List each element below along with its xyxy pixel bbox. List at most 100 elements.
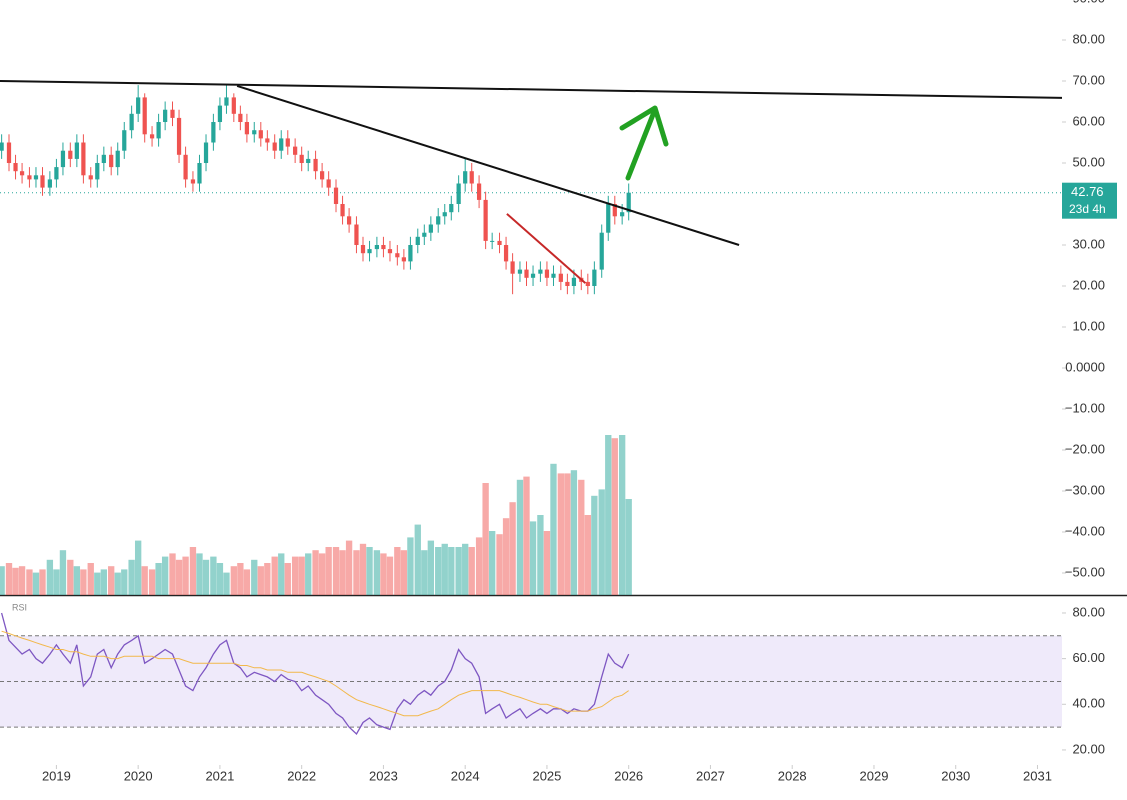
candle-body [142, 97, 147, 135]
candle-body [585, 281, 590, 287]
volume-bar [67, 559, 74, 595]
volume-bar [318, 553, 326, 595]
volume-bar [543, 531, 551, 595]
candle-body [476, 183, 482, 200]
candle-body [231, 97, 236, 114]
volume-bar [257, 566, 264, 595]
volume-bar [182, 556, 189, 595]
candle-body [360, 245, 366, 254]
volume-bar [278, 553, 285, 595]
volume-bar [114, 572, 121, 595]
candle-body [176, 117, 182, 155]
candle-body [620, 212, 625, 217]
candle-body [544, 269, 550, 278]
volume-bar [305, 553, 312, 595]
candle-body [47, 179, 52, 188]
candle-body [129, 113, 134, 131]
volume-bar [373, 550, 381, 595]
volume-bar [359, 543, 367, 595]
y-tick-label: 0.0000 [1065, 359, 1105, 374]
candle-body [95, 163, 100, 180]
volume-bar [5, 563, 13, 595]
candle-body [299, 154, 304, 164]
x-tick-label: 2020 [124, 768, 153, 783]
volume-bar [482, 483, 489, 595]
candle-body [401, 257, 406, 262]
volume-bar [0, 566, 5, 595]
volume-bar [210, 556, 217, 595]
candle-body [463, 171, 468, 184]
y-tick-label: 70.00 [1072, 72, 1105, 87]
y-tick-label: 60.00 [1072, 650, 1105, 665]
y-tick-label: 20.00 [1072, 277, 1105, 292]
candle-body [272, 142, 277, 151]
volume-bar [18, 566, 26, 595]
volume-bar [462, 543, 469, 595]
x-tick-label: 2028 [778, 768, 807, 783]
volume-bar [271, 556, 278, 595]
candle-body [320, 171, 325, 180]
x-tick-label: 2025 [532, 768, 561, 783]
y-tick-label: −40.00 [1065, 523, 1105, 538]
candle-body [524, 269, 529, 278]
volume-bar [502, 518, 510, 595]
candle-body [211, 122, 216, 143]
volume-bar [537, 515, 544, 595]
volume-bar [557, 473, 565, 595]
volume-bar [46, 559, 54, 595]
candle-body [483, 199, 488, 241]
candle-body [422, 232, 427, 237]
candle-body [6, 142, 12, 164]
x-tick-label: 2023 [369, 768, 398, 783]
candle-body [428, 224, 433, 233]
volume-bar [394, 547, 401, 595]
candle-body [170, 109, 175, 118]
volume-bar [386, 556, 394, 595]
trend-line [0, 80, 1063, 99]
volume-bar [455, 547, 462, 595]
x-tick-label: 2022 [287, 768, 316, 783]
arrow-head [619, 105, 669, 147]
y-tick-label: 90.00 [1072, 0, 1105, 5]
y-tick-label: 30.00 [1072, 236, 1105, 251]
candle-body [224, 97, 229, 106]
rsi-line [1, 630, 629, 717]
volume-bar [345, 540, 353, 595]
candle-body [367, 249, 372, 254]
volume-bar [108, 566, 115, 595]
volume-bar [598, 489, 605, 595]
volume-bar [435, 547, 442, 595]
candle-body [510, 261, 515, 274]
candle-body [558, 273, 563, 282]
volume-bar [523, 476, 530, 595]
y-tick-label: −20.00 [1065, 441, 1105, 456]
last-price-label: 42.76 [1071, 184, 1104, 199]
y-tick-label: −10.00 [1065, 400, 1105, 415]
volume-bar [141, 566, 148, 595]
candle-body [381, 245, 386, 250]
candle-body [122, 130, 127, 151]
volume-bar [611, 438, 618, 595]
volume-bar [53, 569, 60, 595]
volume-bar [618, 435, 626, 595]
candle-body [156, 122, 161, 139]
volume-bar [291, 556, 299, 595]
volume-bar [216, 563, 224, 595]
volume-bar [380, 553, 387, 595]
candle-body [285, 138, 290, 147]
y-tick-label: 80.00 [1072, 604, 1105, 619]
volume-bar [414, 524, 421, 595]
x-tick-label: 2031 [1023, 768, 1052, 783]
volume-bar [312, 550, 319, 595]
volume-bar [468, 547, 475, 595]
volume-bar [237, 563, 244, 595]
x-tick-label: 2024 [451, 768, 480, 783]
candle-body [19, 171, 25, 176]
candle-body [354, 224, 359, 246]
candle-body [217, 105, 223, 123]
volume-bar [448, 547, 455, 595]
x-tick-label: 2030 [941, 768, 970, 783]
candle-body [183, 154, 188, 180]
volume-bar [421, 550, 428, 595]
candle-body [449, 204, 454, 213]
